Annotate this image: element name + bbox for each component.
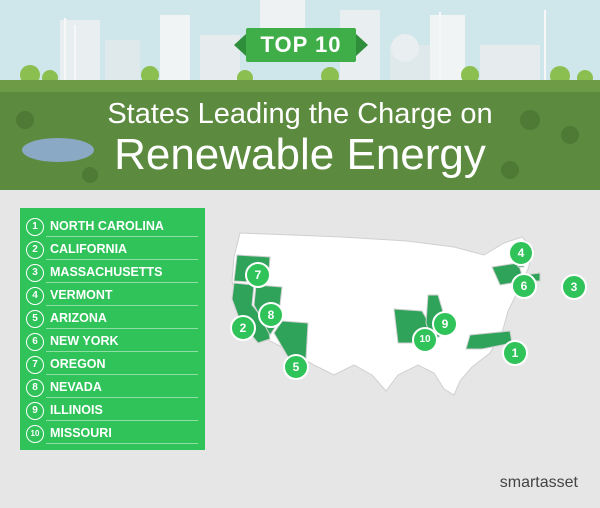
state-label: ARIZONA [50, 311, 107, 325]
rank-number-icon: 10 [26, 425, 44, 443]
map-pin-8: 8 [258, 302, 284, 328]
rank-number-icon: 3 [26, 264, 44, 282]
rank-number-icon: 1 [26, 218, 44, 236]
state-label: NEVADA [50, 380, 102, 394]
divider [46, 397, 198, 398]
rank-number-icon: 4 [26, 287, 44, 305]
map-pin-7: 7 [245, 262, 271, 288]
ranking-item: 2 CALIFORNIA [24, 239, 200, 260]
rank-number-icon: 2 [26, 241, 44, 259]
state-label: MISSOURI [50, 426, 112, 440]
state-label: VERMONT [50, 288, 113, 302]
ranking-item: 3 MASSACHUSETTS [24, 262, 200, 283]
state-california [231, 282, 271, 344]
rank-number-icon: 5 [26, 310, 44, 328]
rankings-list: 1 NORTH CAROLINA 2 CALIFORNIA 3 MASSACHUSETTS… [20, 208, 205, 450]
top-10-badge: TOP 10 [234, 28, 368, 62]
divider [46, 305, 198, 306]
state-arizona [273, 320, 309, 360]
state-label: NEW YORK [50, 334, 119, 348]
map-pin-4: 4 [508, 240, 534, 266]
ranking-item: 10 MISSOURI [24, 423, 200, 444]
city-skyline-illustration [0, 0, 600, 190]
ranking-item: 1 NORTH CAROLINA [24, 216, 200, 237]
state-label: OREGON [50, 357, 106, 371]
state-label: ILLINOIS [50, 403, 103, 417]
divider [46, 328, 198, 329]
rank-number-icon: 8 [26, 379, 44, 397]
map-pin-1: 1 [502, 340, 528, 366]
state-label: CALIFORNIA [50, 242, 128, 256]
title-line-2: Renewable Energy [114, 130, 486, 179]
ranking-item: 4 VERMONT [24, 285, 200, 306]
us-map [231, 232, 541, 396]
divider [46, 420, 198, 421]
divider [46, 351, 198, 352]
state-label: MASSACHUSETTS [50, 265, 163, 279]
rank-number-icon: 9 [26, 402, 44, 420]
state-north-carolina [465, 330, 513, 350]
map-pin-10: 10 [412, 327, 438, 353]
brand-logo: smartasset [499, 474, 578, 491]
ranking-item: 6 NEW YORK [24, 331, 200, 352]
divider [46, 374, 198, 375]
state-label: NORTH CAROLINA [50, 219, 164, 233]
ranking-item: 8 NEVADA [24, 377, 200, 398]
divider [46, 443, 198, 444]
map-pin-6: 6 [511, 273, 537, 299]
map-pin-2: 2 [230, 315, 256, 341]
map-pin-5: 5 [283, 354, 309, 380]
rank-number-icon: 6 [26, 333, 44, 351]
ranking-item: 9 ILLINOIS [24, 400, 200, 421]
divider [46, 282, 198, 283]
title-line-1: States Leading the Charge on [107, 98, 493, 130]
header-illustration: TOP 10 States Leading the Charge on Rene… [0, 0, 600, 190]
ranking-item: 5 ARIZONA [24, 308, 200, 329]
ranking-item: 7 OREGON [24, 354, 200, 375]
map-pin-3: 3 [561, 274, 587, 300]
us-outline [231, 232, 535, 396]
rank-number-icon: 7 [26, 356, 44, 374]
map-pin-9: 9 [432, 311, 458, 337]
divider [46, 259, 198, 260]
divider [46, 236, 198, 237]
